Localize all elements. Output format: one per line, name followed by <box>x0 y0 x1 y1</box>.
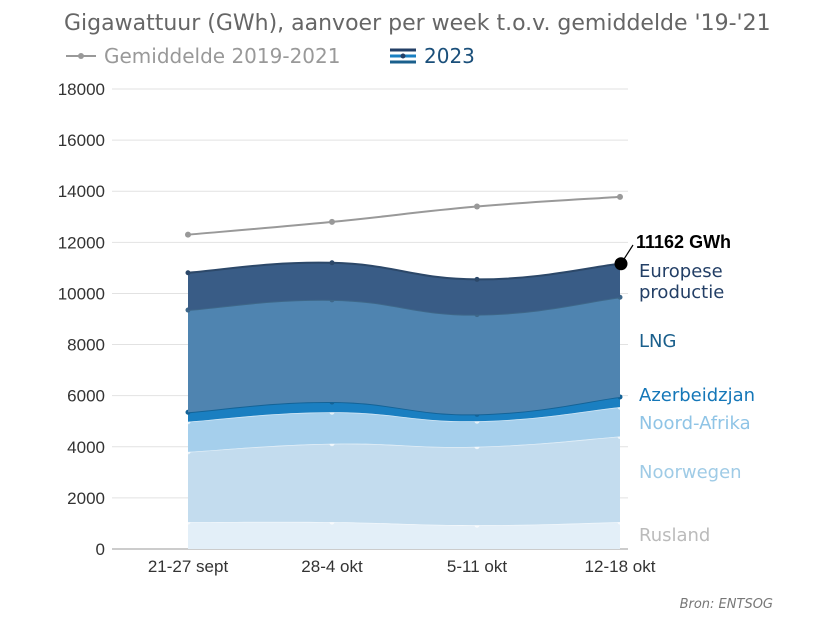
average-line <box>185 193 623 238</box>
y-tick-label: 0 <box>96 540 105 559</box>
legend-current-label: 2023 <box>424 44 475 68</box>
x-tick-label: 21-27 sept <box>148 557 229 576</box>
average-series-line <box>187 195 621 236</box>
series-label: Noorwegen <box>639 462 742 483</box>
average-point <box>474 203 480 210</box>
area-rusland <box>188 521 620 549</box>
y-tick-label: 14000 <box>58 182 105 201</box>
x-axis: 21-27 sept 28-4 okt 5-11 okt 12-18 okt <box>148 557 656 576</box>
series-label: Rusland <box>639 525 710 546</box>
y-tick-label: 4000 <box>67 438 105 457</box>
average-point <box>329 218 335 225</box>
series-label: Azerbeidzjan <box>639 385 755 406</box>
stacked-areas <box>185 260 623 549</box>
x-tick-label: 5-11 okt <box>447 557 507 576</box>
data-point <box>329 260 335 266</box>
area-edge <box>187 261 621 281</box>
y-tick-label: 8000 <box>67 336 105 355</box>
data-point <box>185 270 191 276</box>
source-note: Bron: ENTSOG <box>680 597 773 612</box>
y-axis: 0 2000 4000 6000 8000 10000 12000 14000 16000 180… <box>58 80 105 559</box>
data-point <box>474 276 480 282</box>
callout-marker <box>614 257 628 271</box>
y-tick-label: 16000 <box>58 131 105 150</box>
y-tick-label: 18000 <box>58 80 105 99</box>
series-label: Noord-Afrika <box>639 413 751 434</box>
area-noord-afrika <box>188 407 620 452</box>
series-label: productie <box>639 282 724 303</box>
series-label: Europese <box>639 261 723 282</box>
average-point <box>185 231 191 238</box>
area-lng <box>188 297 620 415</box>
y-tick-label: 10000 <box>58 284 105 303</box>
legend-average: Gemiddelde 2019-2021 <box>66 44 340 68</box>
y-tick-label: 2000 <box>67 489 105 508</box>
x-tick-label: 28-4 okt <box>301 557 363 576</box>
chart-title: Gigawattuur (GWh), aanvoer per week t.o.… <box>64 11 771 36</box>
y-tick-label: 12000 <box>58 233 105 252</box>
total-callout: 11162 GWh <box>614 232 731 271</box>
legend: Gemiddelde 2019-2021 2023 <box>66 44 475 68</box>
legend-average-label: Gemiddelde 2019-2021 <box>104 44 340 68</box>
y-tick-label: 6000 <box>67 387 105 406</box>
area-noorwegen <box>188 436 620 526</box>
callout-label: 11162 GWh <box>636 232 731 252</box>
series-label: LNG <box>639 331 676 352</box>
legend-current: 2023 <box>390 44 475 68</box>
average-point <box>617 193 623 200</box>
x-tick-label: 12-18 okt <box>585 557 656 576</box>
area-europese-productie <box>188 262 620 315</box>
